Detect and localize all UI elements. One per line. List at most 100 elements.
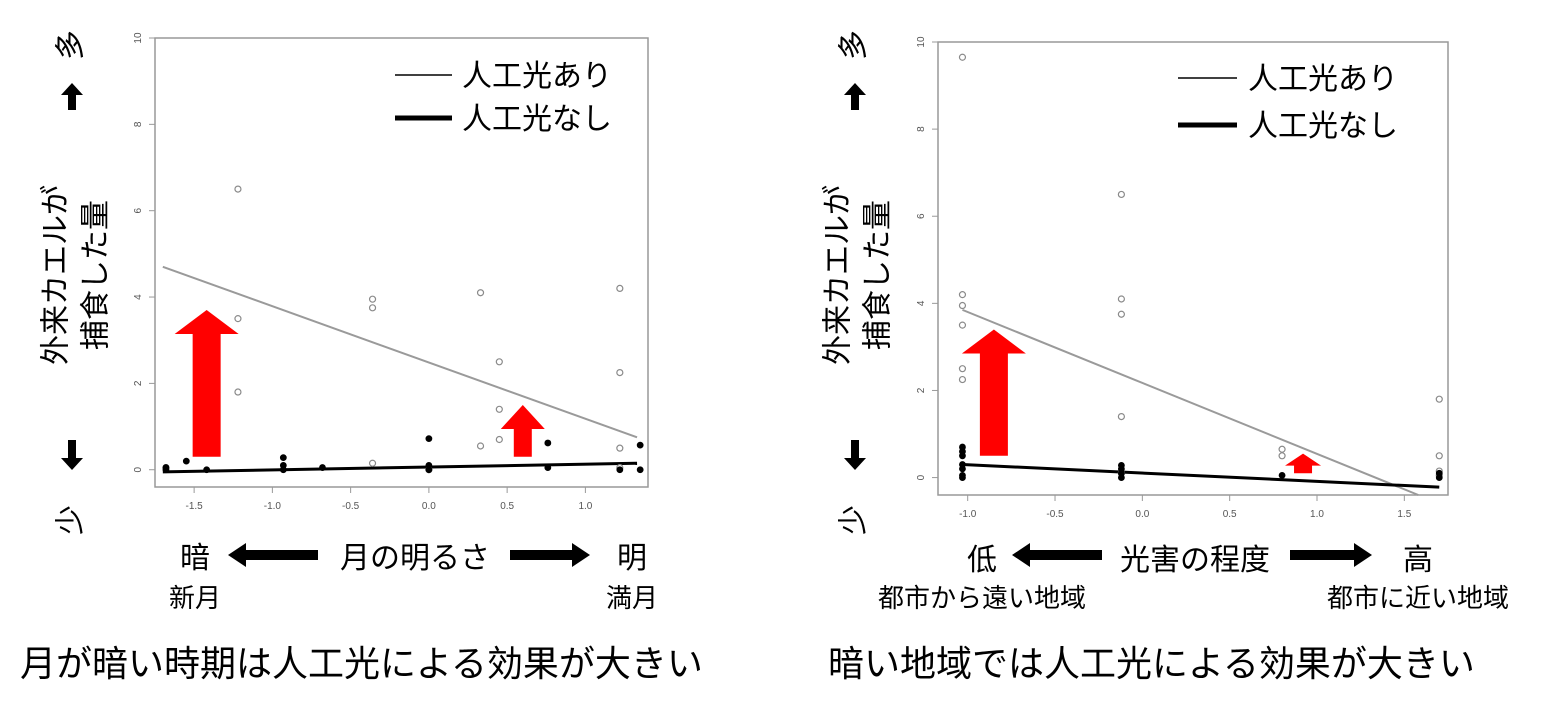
x-right-sublabel: 満月	[606, 584, 658, 614]
y-tick-label: 2	[133, 380, 144, 386]
x-right-label: 明	[617, 541, 647, 576]
x-tick-label: -1.0	[959, 509, 977, 520]
y-bottom-label: 少	[837, 505, 872, 535]
data-point-with-light	[1117, 190, 1125, 199]
fit-line-with-light	[962, 308, 1419, 496]
up-arrow-icon	[844, 83, 866, 110]
data-point-without-light	[425, 435, 433, 443]
data-point-with-light	[958, 291, 967, 299]
x-tick-label: 1.0	[578, 501, 592, 512]
data-point-with-light	[495, 405, 503, 413]
y-axis-title: 捕食した量	[79, 200, 114, 350]
x-right-sublabel: 都市に近い地域	[1327, 584, 1509, 614]
y-axis-title: 捕食した量	[861, 200, 896, 350]
x-tick-label: -0.5	[342, 501, 360, 512]
y-tick-label: 8	[916, 126, 927, 132]
x-tick-label: -1.0	[264, 501, 282, 512]
down-arrow-icon	[844, 440, 866, 470]
x-tick-label: 0.0	[422, 501, 436, 512]
chart-caption: 暗い地域では人工光による効果が大きい	[828, 644, 1475, 685]
data-point-with-light	[616, 284, 624, 293]
data-point-with-light	[1117, 412, 1125, 421]
data-point-with-light	[1278, 452, 1286, 460]
data-point-with-light	[616, 444, 624, 452]
legend-label: 人工光あり	[1248, 62, 1398, 97]
red-up-arrow	[1285, 453, 1322, 474]
moon-brightness-chart: 0 2 4 6 8 10 -1.5 -1.0 -0.5 0.0 0.5 1.0 人工光あり人工光なし外来…	[20, 30, 703, 685]
y-tick-label: 6	[916, 213, 927, 219]
data-point-without-light	[1278, 471, 1286, 479]
data-point-with-light	[1435, 395, 1443, 403]
data-point-without-light	[636, 466, 644, 474]
data-point-with-light	[368, 304, 377, 312]
data-point-without-light	[544, 439, 552, 447]
chart-caption: 月が暗い時期は人工光による効果が大きい	[20, 644, 703, 685]
data-point-without-light	[959, 452, 966, 460]
plot-frame	[154, 37, 649, 488]
down-arrow-icon	[61, 440, 83, 470]
y-top-label: 多	[54, 30, 89, 60]
y-bottom-label: 少	[54, 505, 89, 535]
data-point-with-light	[368, 295, 377, 303]
data-point-without-light	[319, 464, 326, 471]
right-arrow-icon	[1290, 543, 1372, 567]
x-tick-label: 1.0	[1310, 509, 1324, 520]
data-point-with-light	[1435, 452, 1443, 460]
up-arrow-icon	[61, 83, 83, 110]
plot-frame	[937, 41, 1449, 496]
data-point-without-light	[203, 466, 211, 474]
red-up-arrow	[961, 329, 1026, 456]
legend-label: 人工光あり	[462, 59, 612, 94]
data-point-with-light	[495, 435, 503, 444]
red-up-arrow	[174, 309, 239, 457]
legend-label: 人工光なし	[462, 102, 612, 137]
data-point-without-light	[636, 441, 644, 449]
y-tick-label: 10	[916, 36, 927, 48]
data-point-without-light	[279, 454, 287, 462]
x-left-sublabel: 都市から遠い地域	[878, 584, 1086, 614]
x-left-sublabel: 新月	[169, 584, 221, 614]
data-point-with-light	[958, 53, 967, 61]
x-tick-label: 0.5	[1223, 509, 1237, 520]
red-up-arrow	[500, 404, 545, 457]
x-axis-title: 月の明るさ	[340, 541, 490, 576]
data-point-without-light	[959, 465, 966, 473]
data-point-with-light	[476, 289, 485, 297]
x-tick-label: 1.5	[1397, 509, 1411, 520]
data-point-without-light	[279, 466, 287, 474]
data-point-with-light	[1278, 445, 1286, 453]
y-tick-label: 0	[133, 467, 144, 473]
x-right-label: 高	[1403, 543, 1433, 578]
data-point-with-light	[234, 388, 242, 396]
data-point-without-light	[959, 474, 966, 481]
data-point-with-light	[495, 358, 503, 366]
data-point-with-light	[476, 442, 485, 450]
data-point-with-light	[958, 365, 967, 373]
left-arrow-icon	[1012, 543, 1102, 567]
data-point-with-light	[1117, 310, 1125, 318]
legend-label: 人工光なし	[1248, 109, 1398, 144]
light-pollution-chart: 0 2 4 6 8 10 -1.0 -0.5 0.0 0.5 1.0 1.5 人工光あり人工光なし外来カ…	[821, 30, 1510, 685]
y-tick-label: 8	[133, 121, 144, 127]
x-tick-label: 0.5	[500, 501, 514, 512]
y-axis-title: 外来カエルが	[821, 185, 856, 365]
data-point-with-light	[368, 459, 377, 467]
y-tick-label: 6	[133, 207, 144, 213]
y-axis-title: 外来カエルが	[39, 185, 74, 365]
y-tick-label: 4	[916, 300, 927, 306]
data-point-with-light	[958, 301, 967, 310]
y-top-label: 多	[837, 30, 872, 60]
x-axis-title: 光害の程度	[1120, 543, 1270, 578]
data-point-with-light	[234, 315, 242, 323]
data-point-without-light	[1117, 474, 1125, 481]
x-tick-label: -1.5	[186, 501, 204, 512]
x-left-label: 低	[967, 543, 997, 578]
data-point-with-light	[616, 368, 624, 377]
fit-line-with-light	[162, 265, 638, 439]
data-point-with-light	[958, 375, 967, 384]
data-point-without-light	[1435, 474, 1443, 481]
y-tick-label: 10	[133, 32, 144, 44]
data-point-without-light	[182, 457, 190, 465]
data-point-with-light	[958, 321, 967, 329]
